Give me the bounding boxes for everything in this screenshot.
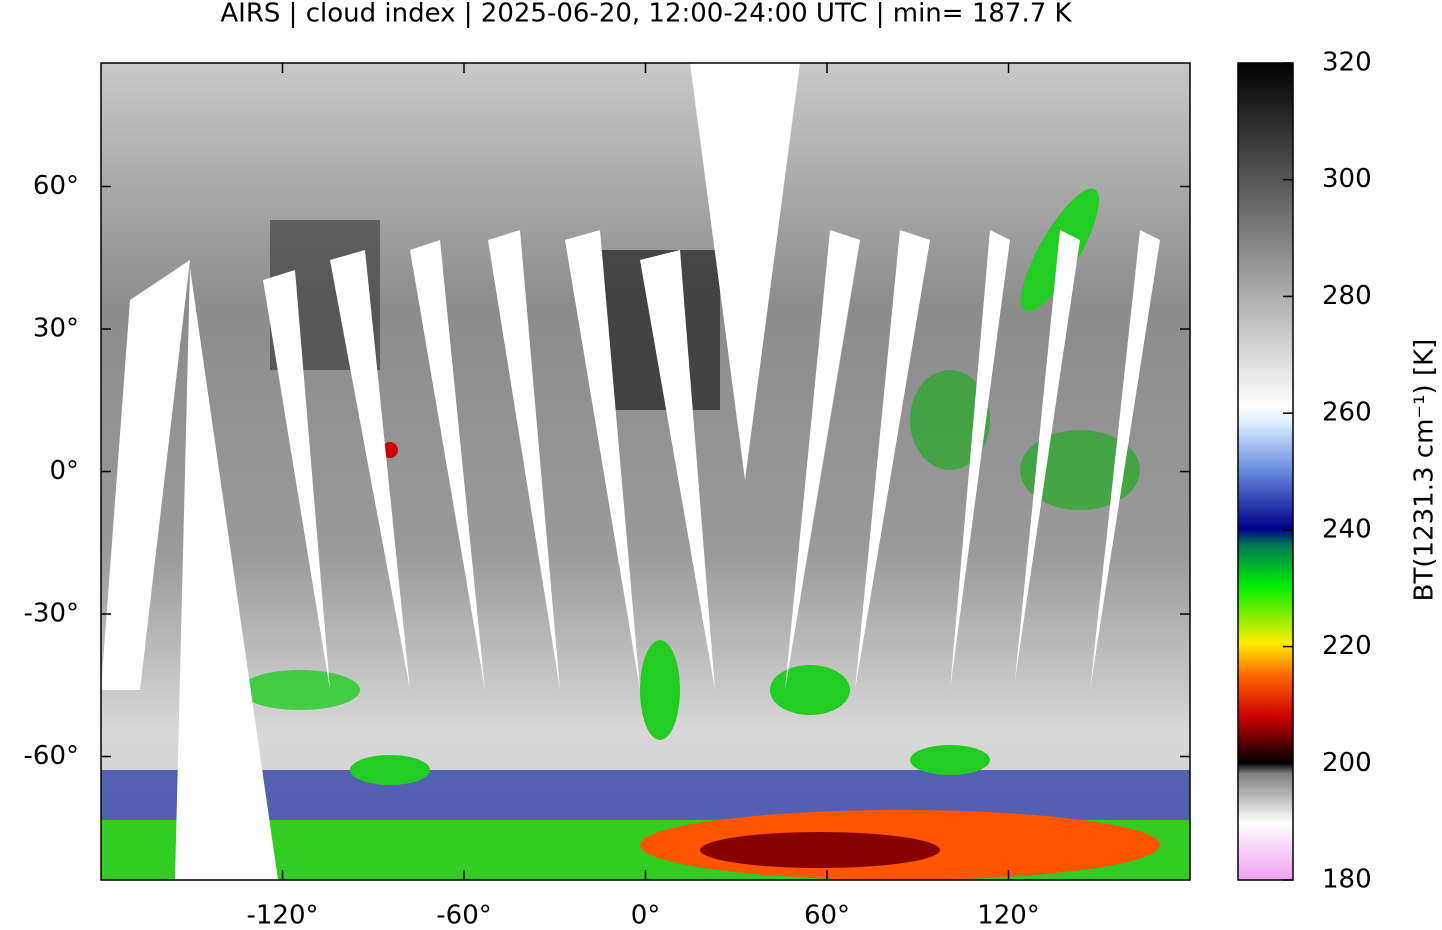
colorbar bbox=[1237, 62, 1294, 881]
y-tick-label: -30° bbox=[24, 599, 79, 629]
colorbar-tick-label: 200 bbox=[1322, 748, 1372, 778]
y-tick-label: -60° bbox=[24, 741, 79, 771]
map-image bbox=[101, 63, 1190, 880]
colorbar-tick-label: 220 bbox=[1322, 631, 1372, 661]
colorbar-tick-label: 320 bbox=[1322, 48, 1372, 78]
y-tick-label: 30° bbox=[33, 314, 79, 344]
colorbar-tick-label: 300 bbox=[1322, 164, 1372, 194]
x-tick-label: 0° bbox=[631, 901, 661, 930]
colorbar-tick-label: 180 bbox=[1322, 865, 1372, 895]
colorbar-label: BT(1231.3 cm⁻¹) [K] bbox=[1410, 339, 1440, 602]
x-tick-label: 60° bbox=[804, 901, 850, 930]
x-tick-label: -60° bbox=[436, 901, 491, 930]
colorbar-tick-label: 260 bbox=[1322, 398, 1372, 428]
colorbar-tick-label: 280 bbox=[1322, 281, 1372, 311]
x-tick-label: -120° bbox=[246, 901, 318, 930]
y-tick-label: 60° bbox=[33, 171, 79, 201]
chart-title: AIRS | cloud index | 2025-06-20, 12:00-2… bbox=[220, 0, 1072, 29]
x-tick-label: 120° bbox=[977, 901, 1040, 930]
colorbar-tick-label: 240 bbox=[1322, 514, 1372, 544]
y-tick-label: 0° bbox=[49, 456, 79, 486]
